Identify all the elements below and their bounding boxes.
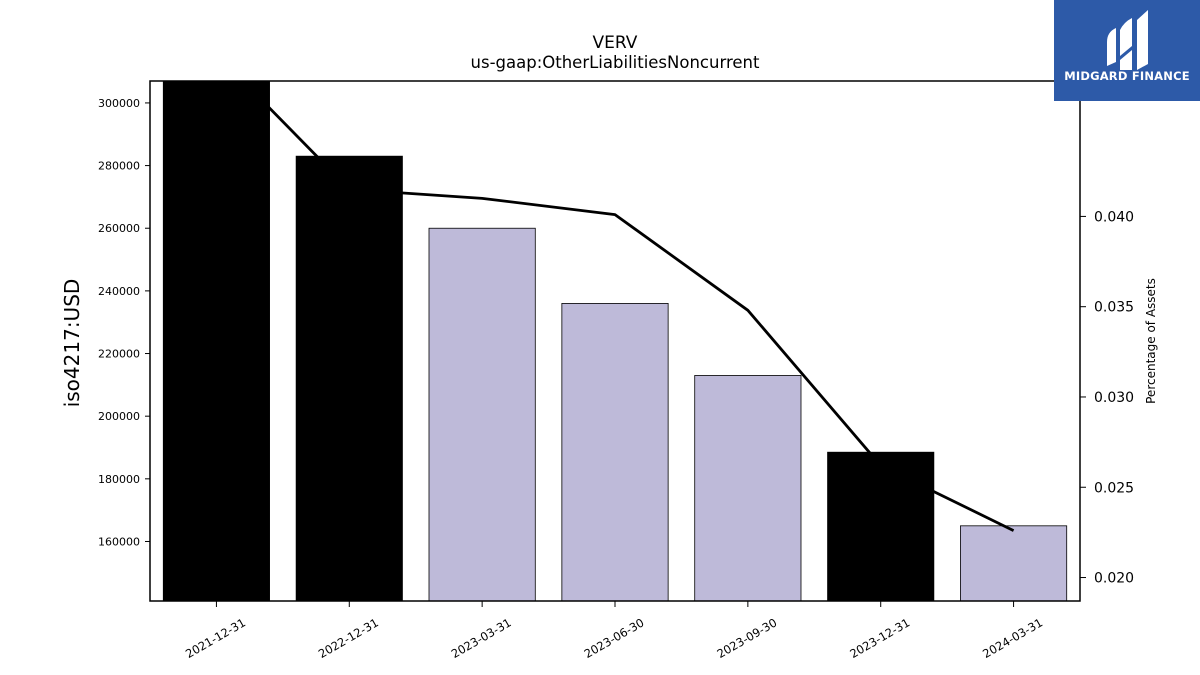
y2-tick-label: 0.040	[1094, 209, 1134, 225]
x-tick-label: 2024-03-31	[980, 615, 1045, 661]
bar-2023-09-30	[694, 375, 802, 601]
x-tick-label: 2021-12-31	[183, 615, 248, 661]
y-tick-label: 160000	[98, 535, 140, 548]
x-tick-label: 2023-06-30	[582, 615, 647, 661]
bar-2023-03-31	[428, 227, 536, 601]
chart-title: VERV	[593, 33, 638, 53]
x-tick-label: 2022-12-31	[316, 615, 381, 661]
y-tick-label: 260000	[98, 222, 140, 235]
y-tick-label: 300000	[98, 97, 140, 110]
y2-tick-label: 0.035	[1094, 300, 1134, 316]
y2-tick-label: 0.020	[1094, 571, 1134, 587]
x-tick-label: 2023-09-30	[714, 615, 779, 661]
y-axis-label: iso4217:USD	[60, 279, 84, 408]
bar-2023-12-31	[827, 451, 935, 601]
plot-area	[162, 81, 1068, 601]
x-tick-label: 2023-12-31	[847, 615, 912, 661]
y-tick-label: 180000	[98, 473, 140, 486]
bar-2024-03-31	[960, 525, 1068, 601]
y-tick-label: 240000	[98, 285, 140, 298]
midgard-m-logo-icon	[1107, 10, 1148, 70]
bar-2022-12-31	[295, 155, 403, 601]
bar-2023-06-30	[561, 303, 669, 601]
y2-tick-label: 0.030	[1094, 390, 1134, 406]
logo-text: MIDGARD FINANCE	[1064, 69, 1190, 83]
y-tick-label: 280000	[98, 160, 140, 173]
midgard-finance-logo: MIDGARD FINANCE	[1054, 0, 1200, 101]
chart-subtitle: us-gaap:OtherLiabilitiesNoncurrent	[471, 53, 760, 72]
y-tick-label: 200000	[98, 410, 140, 423]
y2-tick-label: 0.025	[1094, 480, 1134, 496]
y2-axis-label: Percentage of Assets	[1144, 278, 1158, 404]
y-tick-label: 220000	[98, 348, 140, 361]
bar-2021-12-31	[162, 81, 270, 601]
percentage-line	[241, 81, 1015, 532]
x-tick-label: 2023-03-31	[449, 615, 514, 661]
